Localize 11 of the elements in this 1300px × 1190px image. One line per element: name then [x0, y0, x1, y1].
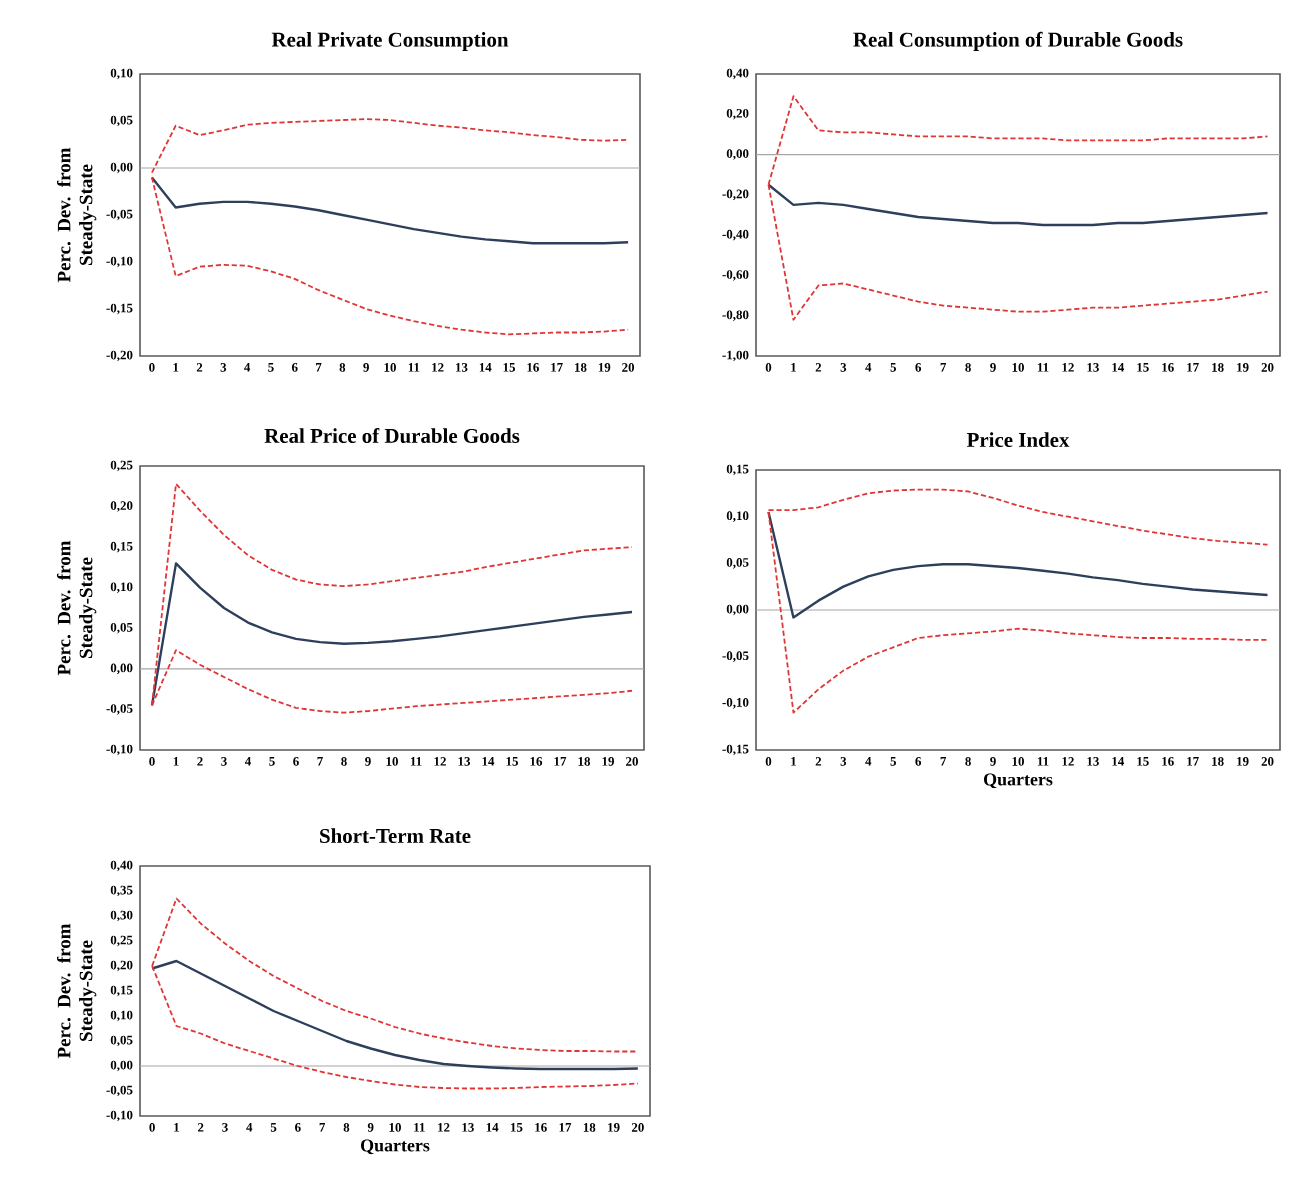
- y-axis-title: Perc. Dev. from Steady-State: [56, 923, 97, 1059]
- line-series: [150, 562, 634, 707]
- y-axis-title: Perc. Dev. from Steady-State: [56, 147, 97, 283]
- chart-title: Real Private Consumption: [271, 32, 509, 51]
- x-axis-title: Quarters: [984, 773, 1053, 789]
- chart-title: Price Index: [966, 432, 1070, 448]
- chart-title: Real Consumption of Durable Goods: [853, 31, 1183, 51]
- chart-title: Real Price of Durable Goods: [264, 428, 520, 443]
- x-axis-title: Quarters: [361, 1139, 430, 1155]
- y-axis-title: Perc. Dev. from Steady-State: [56, 540, 97, 676]
- chart-title: Short-Term Rate: [320, 828, 471, 844]
